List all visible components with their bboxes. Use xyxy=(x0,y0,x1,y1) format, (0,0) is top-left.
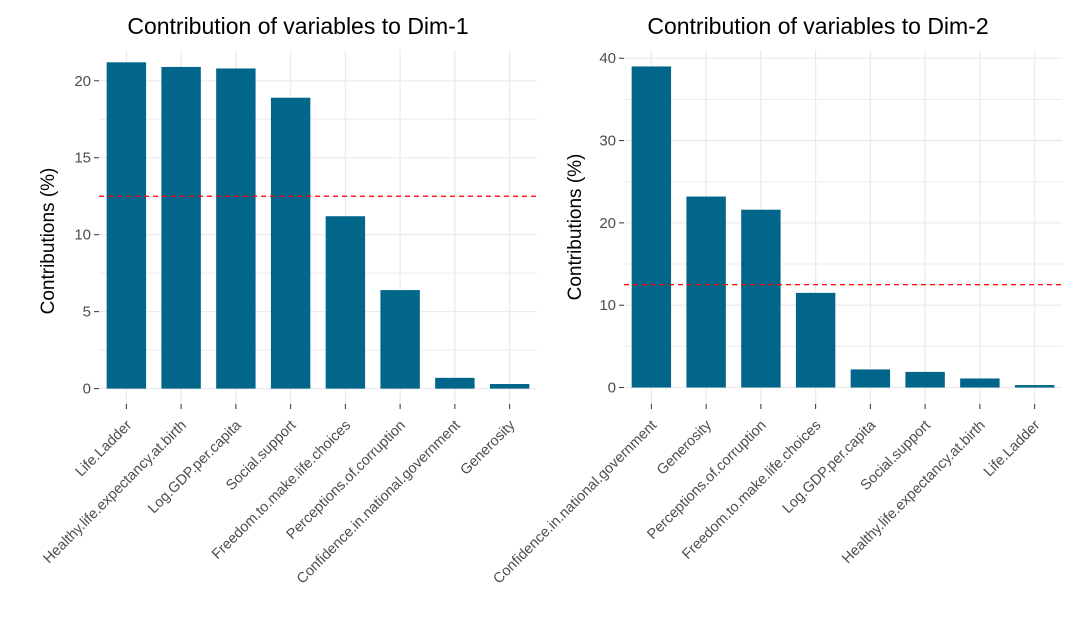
x-tick-label: Confidence.in.national.government xyxy=(490,418,660,588)
bar[interactable] xyxy=(270,97,311,389)
x-tick-label: Generosity xyxy=(458,417,519,478)
bar[interactable] xyxy=(795,292,836,388)
y-tick-label: 5 xyxy=(83,304,91,321)
x-tick-label: Log.GDP.per.capita xyxy=(780,417,880,517)
bar[interactable] xyxy=(686,196,726,388)
y-axis-label: Contributions (%) xyxy=(565,154,586,301)
bar[interactable] xyxy=(850,369,891,388)
bar[interactable] xyxy=(1014,385,1055,388)
chart-panel-dim-1: Contribution of variables to Dim-1 Contr… xyxy=(38,13,537,587)
y-tick-label: 0 xyxy=(608,380,616,397)
bar[interactable] xyxy=(435,377,475,389)
y-tick-label: 20 xyxy=(599,215,616,232)
bar[interactable] xyxy=(216,68,256,389)
bar[interactable] xyxy=(489,383,530,389)
y-tick-label: 0 xyxy=(83,381,91,398)
x-tick-label: Life.Ladder xyxy=(981,417,1044,480)
y-tick-label: 40 xyxy=(599,50,616,67)
chart-title: Contribution of variables to Dim-1 xyxy=(127,13,468,39)
y-tick-label: 30 xyxy=(599,133,616,150)
bar[interactable] xyxy=(380,290,420,389)
bar[interactable] xyxy=(905,371,945,388)
x-tick-label: Log.GDP.per.capita xyxy=(145,417,245,517)
bar[interactable] xyxy=(741,209,781,388)
bar[interactable] xyxy=(960,378,1000,388)
y-tick-label: 10 xyxy=(74,227,91,244)
y-tick-label: 20 xyxy=(74,73,91,90)
bar[interactable] xyxy=(161,66,201,389)
bar[interactable] xyxy=(325,216,366,389)
chart-title: Contribution of variables to Dim-2 xyxy=(647,13,988,39)
y-tick-label: 10 xyxy=(599,297,616,314)
bar[interactable] xyxy=(106,62,147,389)
y-axis-label: Contributions (%) xyxy=(38,168,59,315)
bar[interactable] xyxy=(631,66,672,388)
chart-panel-dim-2: Contribution of variables to Dim-2 Contr… xyxy=(490,13,1062,587)
y-tick-label: 15 xyxy=(74,150,91,167)
